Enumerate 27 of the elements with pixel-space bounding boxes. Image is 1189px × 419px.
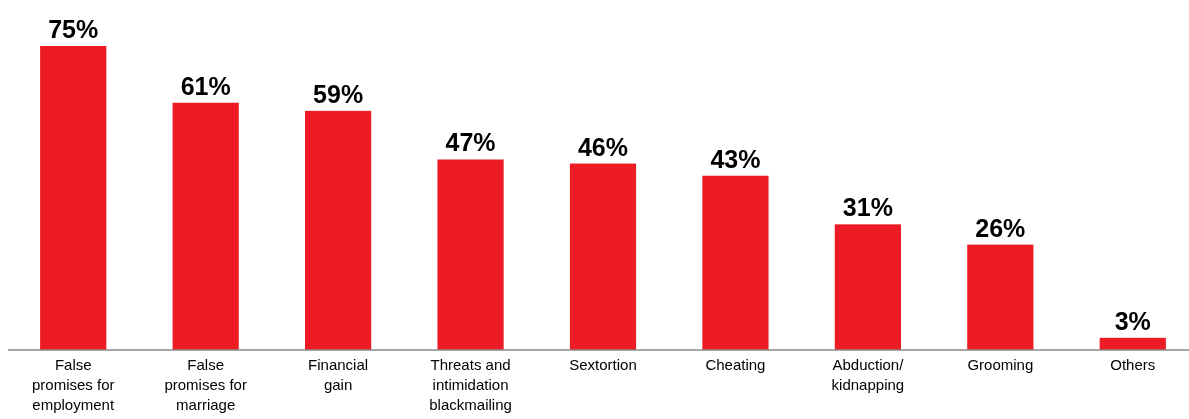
bar [437, 159, 504, 350]
data-label: 59% [313, 79, 364, 108]
bar [569, 163, 637, 350]
bar [1099, 337, 1166, 350]
data-label: 75% [48, 15, 99, 43]
x-tick-label: Grooming [967, 356, 1034, 373]
x-tick-label: Threats and intimidation blackmailing [429, 356, 512, 413]
bar [702, 175, 769, 350]
data-label: 3% [1114, 306, 1151, 335]
x-tick-label: False promises for employment [31, 356, 115, 413]
bar [834, 224, 901, 350]
bar [967, 244, 1034, 350]
x-tick-label: Others [1110, 356, 1156, 373]
data-label: 46% [577, 132, 629, 161]
data-label: 61% [180, 71, 231, 100]
data-label: 43% [710, 144, 761, 173]
x-tick-label: False promises for marriage [164, 356, 247, 413]
bar [305, 110, 372, 350]
data-label: 47% [445, 128, 496, 157]
bar [172, 102, 239, 350]
x-tick-label: Cheating [705, 356, 766, 373]
bar [40, 46, 107, 350]
x-tick-label: Abduction/ kidnapping [831, 356, 905, 393]
x-tick-label: Financial gain [308, 356, 369, 393]
data-label: 26% [975, 213, 1026, 242]
x-tick-label: Sextortion [569, 356, 637, 373]
data-label: 31% [842, 193, 893, 222]
